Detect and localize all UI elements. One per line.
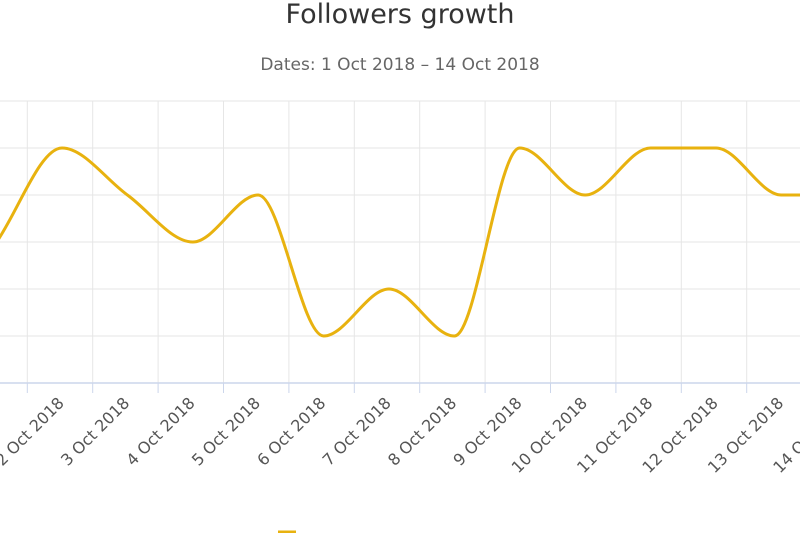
grid-lines — [0, 100, 800, 383]
x-axis — [0, 382, 800, 393]
x-tick-label: 6 Oct 2018 — [253, 393, 329, 469]
series-line-0 — [0, 146, 800, 338]
x-tick-label: 3 Oct 2018 — [57, 393, 133, 469]
x-tick-label: 8 Oct 2018 — [384, 393, 460, 469]
x-tick-label: 4 Oct 2018 — [122, 393, 198, 469]
chart-title: Followers growth — [286, 0, 515, 30]
chart-subtitle: Dates: 1 Oct 2018 – 14 Oct 2018 — [260, 55, 539, 75]
series-layer — [0, 146, 800, 338]
x-tick-label: 5 Oct 2018 — [188, 393, 264, 469]
x-tick-label: 7 Oct 2018 — [319, 393, 395, 469]
